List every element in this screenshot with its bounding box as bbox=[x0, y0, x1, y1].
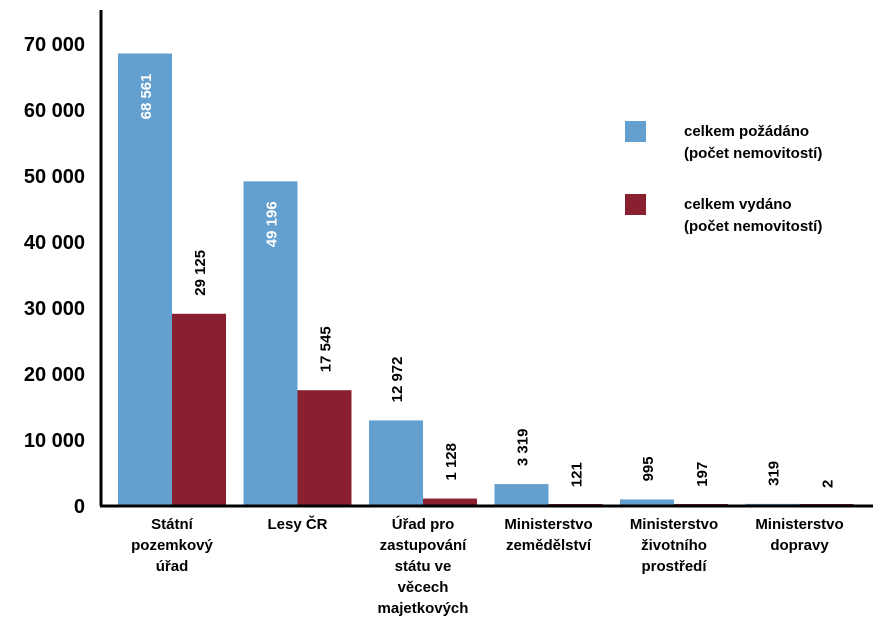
legend-label: celkem požádáno bbox=[684, 123, 809, 140]
legend-label: (počet nemovitostí) bbox=[684, 218, 822, 235]
category-label: zemědělství bbox=[506, 537, 592, 554]
category-label: pozemkový bbox=[131, 537, 213, 554]
data-labels: 68 561 29 125 49 196 17 545 12 972 1 128 3 319… bbox=[138, 73, 837, 487]
category-label: Ministerstvo bbox=[630, 516, 718, 533]
category-label: Státní bbox=[151, 516, 194, 533]
legend: celkem požádáno (počet nemovitostí) celkem… bbox=[625, 121, 822, 235]
data-label: 17 545 bbox=[318, 326, 335, 372]
category-label: Ministerstvo bbox=[504, 516, 592, 533]
bar-pozadano bbox=[243, 181, 298, 506]
bar-vydano bbox=[423, 498, 477, 506]
category-label: Ministerstvo bbox=[755, 516, 843, 533]
x-axis-categories: Státní pozemkový úřad Lesy ČR Úřad pro zastup… bbox=[131, 515, 844, 617]
y-tick-label: 0 bbox=[74, 496, 85, 518]
data-label: 197 bbox=[694, 462, 711, 487]
data-label: 12 972 bbox=[389, 356, 406, 402]
category-label: věcech bbox=[398, 579, 449, 596]
bar-vydano bbox=[297, 390, 352, 506]
legend-label: celkem vydáno bbox=[684, 196, 792, 213]
bar-pozadano bbox=[369, 420, 423, 506]
bar-vydano bbox=[172, 313, 226, 506]
category-label: majetkových bbox=[378, 600, 469, 617]
category-label: úřad bbox=[156, 558, 189, 575]
category-label: prostředí bbox=[641, 558, 707, 575]
category-label: Úřad pro bbox=[392, 515, 455, 533]
bar-pozadano bbox=[494, 484, 549, 506]
y-tick-label: 10 000 bbox=[24, 430, 85, 452]
y-tick-label: 40 000 bbox=[24, 232, 85, 254]
y-axis-ticks: 0 10 000 20 000 30 000 40 000 50 000 60 000 70 … bbox=[24, 34, 85, 518]
data-label: 68 561 bbox=[138, 73, 155, 119]
bar-pozadano bbox=[118, 53, 172, 506]
category-label: státu ve bbox=[395, 558, 452, 575]
data-label: 995 bbox=[640, 456, 657, 481]
data-label: 121 bbox=[569, 462, 586, 487]
y-tick-label: 50 000 bbox=[24, 166, 85, 188]
y-tick-label: 30 000 bbox=[24, 298, 85, 320]
legend-swatch bbox=[625, 121, 646, 142]
data-label: 3 319 bbox=[515, 429, 532, 467]
data-label: 29 125 bbox=[192, 250, 209, 296]
data-label: 319 bbox=[766, 461, 783, 486]
y-tick-label: 20 000 bbox=[24, 364, 85, 386]
legend-swatch bbox=[625, 194, 646, 215]
y-tick-label: 60 000 bbox=[24, 100, 85, 122]
category-label: Lesy ČR bbox=[267, 515, 327, 533]
category-label: dopravy bbox=[770, 537, 829, 554]
y-tick-label: 70 000 bbox=[24, 34, 85, 56]
category-label: životního bbox=[641, 537, 707, 554]
category-label: zastupování bbox=[380, 537, 468, 554]
data-label: 49 196 bbox=[264, 201, 281, 247]
legend-label: (počet nemovitostí) bbox=[684, 145, 822, 162]
data-label: 2 bbox=[820, 480, 837, 488]
bars bbox=[118, 53, 854, 506]
bar-pozadano bbox=[620, 499, 674, 506]
data-label: 1 128 bbox=[443, 443, 460, 481]
